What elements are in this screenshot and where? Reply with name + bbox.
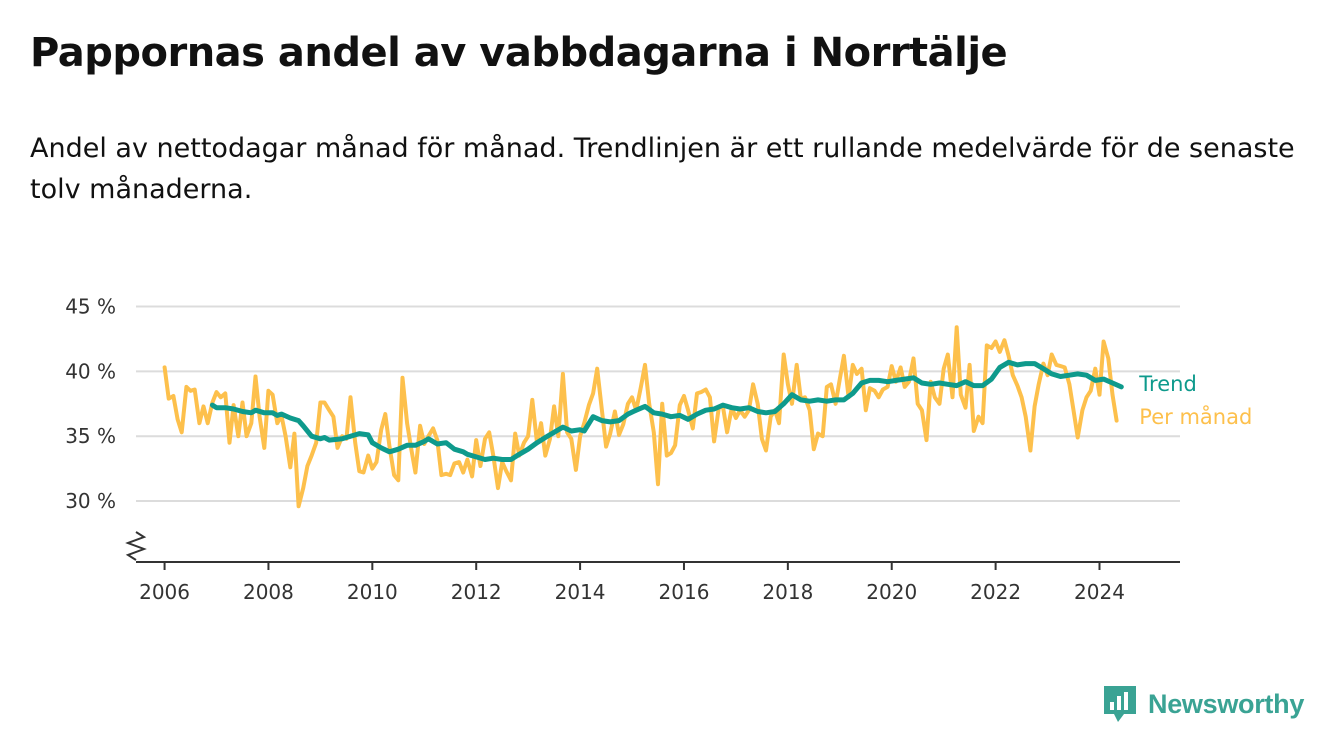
x-tick-label: 2018 (762, 580, 813, 604)
series-line-trend (209, 359, 1124, 462)
legend-label-per-manad: Per månad (1139, 404, 1252, 429)
y-tick-label: 35 % (65, 424, 116, 448)
x-tick-label: 2020 (866, 580, 917, 604)
chart-subtitle: Andel av nettodagar månad för månad. Tre… (30, 133, 1295, 205)
y-tick-label: 40 % (65, 359, 116, 383)
x-tick-label: 2008 (243, 580, 294, 604)
legend-label-trend: Trend (1138, 372, 1196, 396)
legend: Trend Per månad (1138, 372, 1252, 429)
y-axis-break-icon (125, 531, 147, 561)
brand-name: Newsworthy (1148, 688, 1305, 719)
newsworthy-logo-icon (1104, 686, 1136, 722)
x-tick-label: 2024 (1074, 580, 1125, 604)
page-title: Pappornas andel av vabbdagarna i Norrtäl… (30, 30, 1008, 76)
x-tick-label: 2016 (659, 580, 710, 604)
x-tick-label: 2014 (555, 580, 606, 604)
x-axis: 2006 2008 2010 2012 2014 2016 2018 2020 2022 2024 (125, 531, 1180, 604)
series-line-per-manad (162, 325, 1119, 509)
y-tick-label: 45 % (65, 294, 116, 318)
x-tick-label: 2006 (139, 580, 190, 604)
y-tick-label: 30 % (65, 489, 116, 513)
y-tick-labels: 30 % 35 % 40 % 45 % (65, 294, 116, 513)
x-tick-label: 2012 (451, 580, 502, 604)
x-tick-label: 2022 (970, 580, 1021, 604)
x-tick-label: 2010 (347, 580, 398, 604)
series-lines (162, 325, 1124, 509)
brand: Newsworthy (1102, 684, 1304, 724)
